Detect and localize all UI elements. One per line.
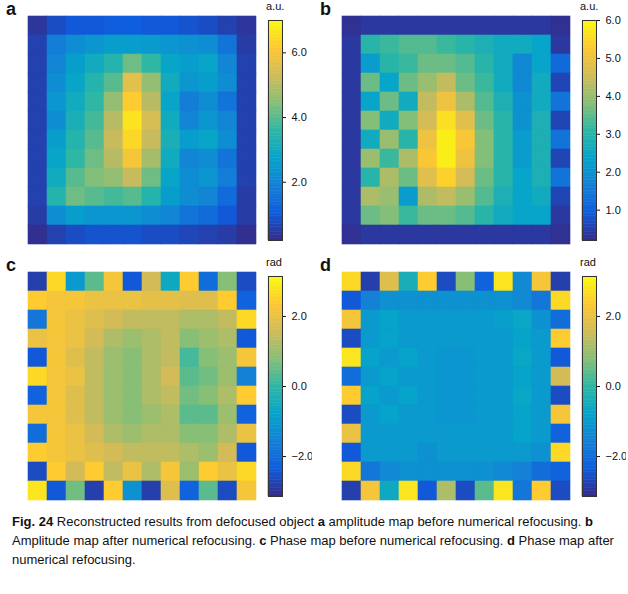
svg-text:2.0: 2.0: [606, 310, 621, 322]
svg-text:0.0: 0.0: [606, 380, 621, 392]
html-text:a: a: [6, 0, 16, 19]
svg-text:2.0: 2.0: [292, 176, 307, 188]
svg-text:6.0: 6.0: [292, 46, 307, 58]
svg-text:−2.0: −2.0: [292, 450, 313, 462]
html-text:a.u.: a.u.: [266, 0, 285, 12]
html-text:c: c: [6, 255, 16, 275]
svg-text:2.0: 2.0: [606, 166, 621, 178]
html-text:a.u.: a.u.: [580, 0, 599, 12]
html-text:Fig. 24 Reconstructed results: Fig. 24 Reconstructed results from defoc…: [12, 514, 593, 529]
html-text:rad: rad: [580, 256, 596, 268]
html-text:b: b: [320, 0, 331, 19]
svg-text:0.0: 0.0: [292, 380, 307, 392]
html-text:d: d: [320, 255, 331, 275]
svg-text:6.0: 6.0: [606, 14, 621, 26]
svg-text:3.0: 3.0: [606, 128, 621, 140]
svg-text:−2.0: −2.0: [606, 450, 627, 462]
svg-text:4.0: 4.0: [606, 90, 621, 102]
svg-text:1.0: 1.0: [606, 204, 621, 216]
svg-text:2.0: 2.0: [292, 310, 307, 322]
html-text:Amplitude map after numerical: Amplitude map after numerical refocusing…: [12, 533, 614, 567]
html-text:rad: rad: [266, 256, 282, 268]
svg-text:5.0: 5.0: [606, 52, 621, 64]
svg-text:4.0: 4.0: [292, 111, 307, 123]
